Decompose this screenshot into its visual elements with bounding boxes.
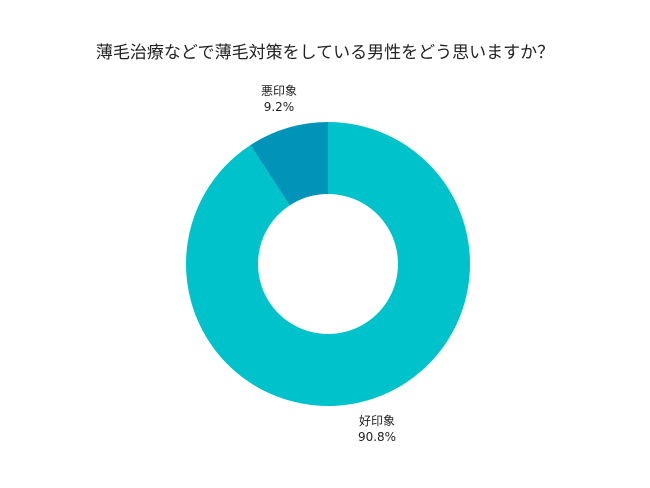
slice-category-label: 好印象: [359, 414, 395, 428]
slice-value-label: 90.8%: [358, 430, 396, 444]
slice-label-group-2: 悪印象 9.2%: [261, 84, 297, 114]
donut-slice-2: [250, 122, 328, 206]
slice-category-label: 悪印象: [261, 84, 297, 98]
donut-slice-1: [185, 122, 470, 406]
chart-title: 薄毛治療などで薄毛対策をしている男性をどう思いますか？: [95, 43, 555, 63]
slice-label-group-1: 好印象 90.8%: [358, 414, 396, 444]
slice-value-label: 9.2%: [264, 100, 295, 114]
